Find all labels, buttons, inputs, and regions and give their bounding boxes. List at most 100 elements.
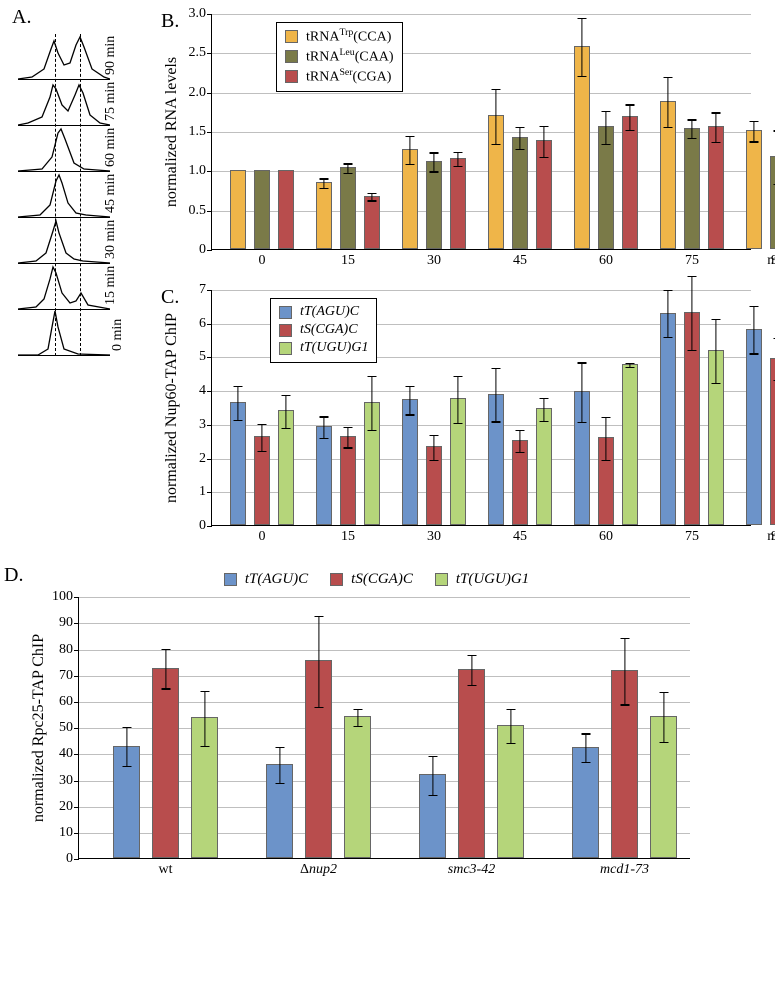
bar (622, 364, 638, 525)
bar (364, 196, 380, 249)
ytick-label: 0 (66, 851, 79, 867)
xtick-label: mcd1-73 (600, 858, 649, 878)
bar (660, 313, 676, 525)
legend-label: tT(AGU)C (245, 570, 308, 590)
ytick-label: 40 (59, 746, 79, 762)
bar (344, 716, 371, 858)
ytick-label: 3.0 (189, 6, 213, 22)
ytick-label: 7 (199, 282, 212, 298)
xtick-label: 75 (685, 249, 699, 269)
facs-plot: 30 min (18, 218, 110, 264)
bar (152, 668, 179, 858)
xtick-label: 75 (685, 525, 699, 545)
bar (572, 747, 599, 858)
y-axis-label: normalized Nup60-TAP ChIP (163, 312, 181, 502)
ytick-label: 6 (199, 316, 212, 332)
bar (450, 158, 466, 249)
ytick-label: 60 (59, 694, 79, 710)
legend-item: tRNASer(CGA) (285, 67, 394, 87)
xtick-label: 15 (341, 249, 355, 269)
bar (746, 329, 762, 525)
facs-time-label: 0 min (110, 319, 126, 351)
ytick-label: 0 (199, 518, 212, 534)
legend-swatch (224, 573, 237, 586)
right-column: B. normalized RNA levels00.51.01.52.02.5… (167, 8, 767, 526)
ytick-label: 3 (199, 417, 212, 433)
bar (316, 182, 332, 249)
legend-label: tRNATrp(CCA) (306, 27, 391, 47)
xtick-label: 0 (259, 249, 266, 269)
chart-legend: tRNATrp(CCA)tRNALeu(CAA)tRNASer(CGA) (276, 22, 403, 92)
legend-swatch (285, 30, 298, 43)
panel-d-label: D. (4, 564, 23, 587)
legend-item: tT(UGU)G1 (435, 570, 529, 590)
chart-legend: tT(AGU)CtS(CGA)CtT(UGU)G1 (270, 298, 377, 363)
legend-label: tRNASer(CGA) (306, 67, 391, 87)
panel-c-label: C. (161, 286, 179, 309)
legend-swatch (435, 573, 448, 586)
ytick-label: 50 (59, 720, 79, 736)
bar (458, 669, 485, 858)
bar (684, 128, 700, 249)
x-unit-label: min (767, 249, 775, 269)
chart-d: normalized Rpc25-TAP ChIP010203040506070… (78, 597, 767, 859)
legend-swatch (279, 306, 292, 319)
bar (254, 170, 270, 249)
ytick-label: 70 (59, 668, 79, 684)
xtick-label: 15 (341, 525, 355, 545)
xtick-label: Δnup2 (300, 858, 337, 878)
ytick-label: 0.5 (189, 203, 213, 219)
panel-b-label: B. (161, 10, 179, 33)
legend-label: tRNALeu(CAA) (306, 47, 394, 67)
legend-swatch (285, 50, 298, 63)
ytick-label: 4 (199, 383, 212, 399)
legend-item: tT(AGU)C (279, 303, 368, 321)
chart-d-legend: tT(AGU)CtS(CGA)CtT(UGU)G1 (8, 570, 767, 591)
xtick-label: 30 (427, 525, 441, 545)
bar (426, 161, 442, 249)
bar (402, 399, 418, 525)
facs-plot: 90 min (18, 34, 110, 80)
xtick-label: 30 (427, 249, 441, 269)
legend-label: tT(AGU)C (300, 303, 359, 321)
ytick-label: 80 (59, 642, 79, 658)
bar (340, 167, 356, 249)
facs-time-label: 75 min (103, 82, 119, 121)
bar (708, 126, 724, 249)
legend-swatch (285, 70, 298, 83)
legend-label: tS(CGA)C (300, 321, 358, 339)
ytick-label: 30 (59, 773, 79, 789)
ytick-label: 2.5 (189, 45, 213, 61)
legend-swatch (279, 342, 292, 355)
bar (230, 170, 246, 249)
facs-plot: 45 min (18, 172, 110, 218)
facs-time-label: 45 min (103, 174, 119, 213)
ytick-label: 20 (59, 799, 79, 815)
ytick-label: 1.5 (189, 124, 213, 140)
legend-item: tS(CGA)C (279, 321, 368, 339)
ytick-label: 1.0 (189, 163, 213, 179)
xtick-label: 45 (513, 249, 527, 269)
bar (536, 408, 552, 525)
bar (770, 358, 775, 525)
bar (340, 436, 356, 525)
legend-item: tT(AGU)C (224, 570, 308, 590)
xtick-label: wt (159, 858, 173, 878)
facs-plot: 0 min (18, 310, 110, 356)
xtick-label: smc3-42 (448, 858, 495, 878)
legend-label: tT(UGU)G1 (300, 339, 368, 357)
legend-swatch (330, 573, 343, 586)
panel-d: D. tT(AGU)CtS(CGA)CtT(UGU)G1 normalized … (8, 570, 767, 859)
facs-plot: 15 min (18, 264, 110, 310)
y-axis-label: normalized Rpc25-TAP ChIP (30, 634, 48, 822)
ytick-label: 1 (199, 484, 212, 500)
top-row: A. 90 min75 min60 min45 min30 min15 min0… (8, 8, 767, 526)
panel-b: B. normalized RNA levels00.51.01.52.02.5… (167, 14, 767, 250)
ytick-label: 100 (52, 589, 79, 605)
ytick-label: 10 (59, 825, 79, 841)
figure-root: A. 90 min75 min60 min45 min30 min15 min0… (8, 8, 767, 859)
facs-time-label: 15 min (103, 266, 119, 305)
facs-plot: 60 min (18, 126, 110, 172)
legend-swatch (279, 324, 292, 337)
xtick-label: 45 (513, 525, 527, 545)
